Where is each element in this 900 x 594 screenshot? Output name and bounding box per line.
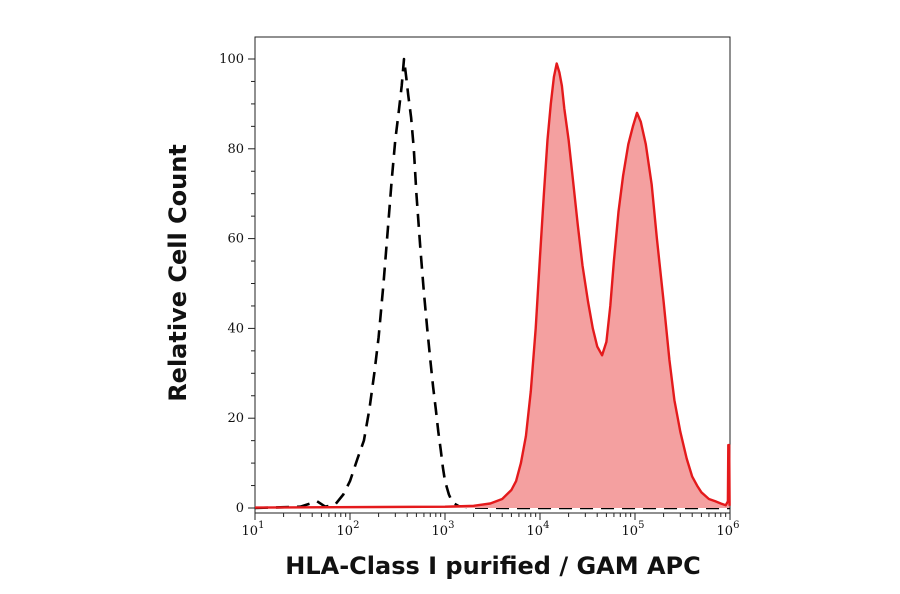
x-tick-exponent: 4: [543, 520, 549, 531]
x-tick-exponent: 5: [638, 520, 644, 531]
y-tick-label: 20: [227, 411, 244, 426]
x-tick-label: 103: [432, 520, 455, 539]
y-tick-label: 40: [227, 321, 244, 336]
x-tick-exponent: 1: [258, 520, 264, 531]
x-tick-exponent: 2: [353, 520, 359, 531]
series-1-line: [254, 62, 731, 509]
y-tick-label: 60: [227, 232, 244, 247]
series-1-fill: [255, 63, 730, 508]
series-layer: [254, 57, 731, 510]
y-tick-label: 0: [236, 501, 244, 516]
series-0-line: [254, 57, 730, 510]
x-tick-label: 102: [337, 520, 360, 539]
y-tick-label: 80: [227, 142, 244, 157]
y-axis-title: Relative Cell Count: [164, 144, 192, 402]
x-tick-label: 105: [622, 520, 645, 539]
x-tick-label: 106: [717, 520, 740, 539]
x-tick-exponent: 6: [733, 520, 739, 531]
x-axis-title: HLA-Class I purified / GAM APC: [285, 552, 701, 580]
x-tick-label: 101: [242, 520, 265, 539]
tick-layer: 0 20 40 60 80 100 101 102 103 104 105 106: [219, 52, 739, 539]
y-tick-label: 100: [219, 52, 244, 67]
x-tick-exponent: 3: [448, 520, 454, 531]
x-tick-label: 104: [527, 520, 550, 539]
